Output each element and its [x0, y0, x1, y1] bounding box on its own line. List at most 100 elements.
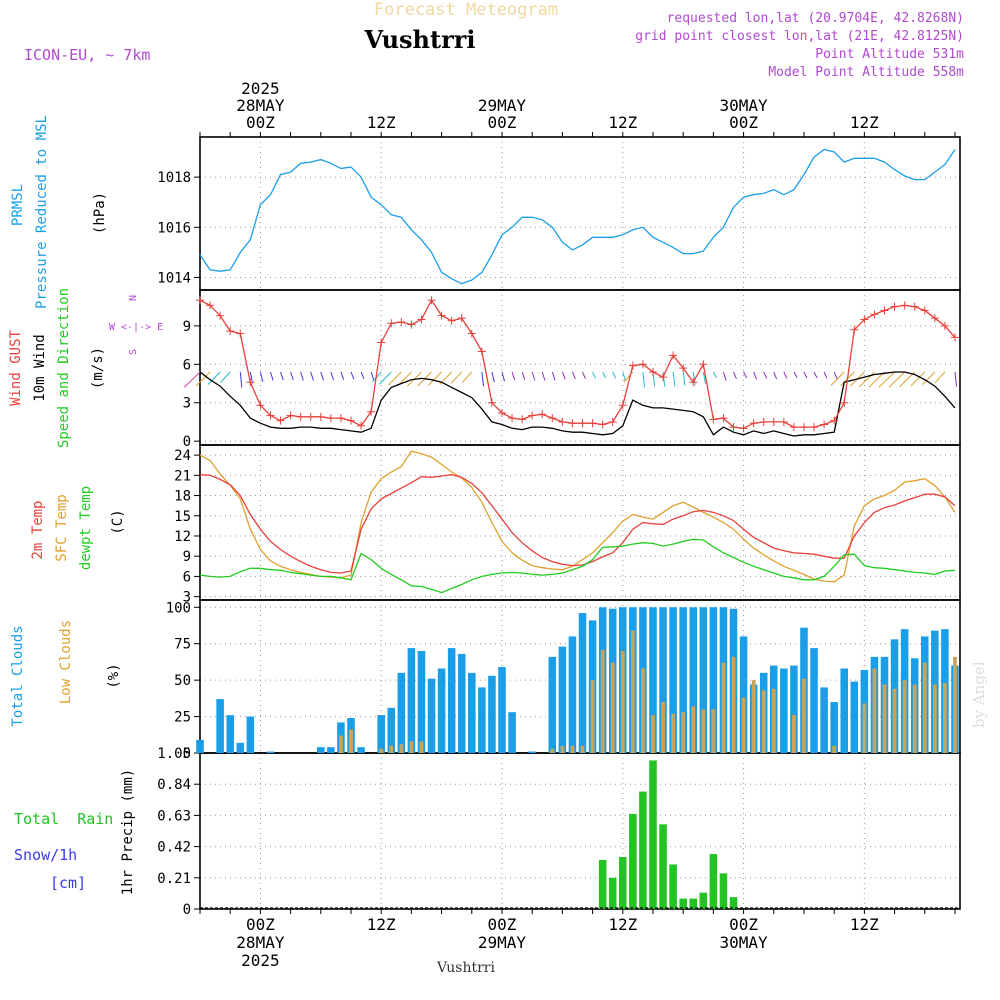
- low-clouds-bar: [731, 656, 736, 753]
- gust-marker: [699, 360, 708, 369]
- footer-location: Vushtrri: [436, 960, 495, 976]
- gust-marker: [266, 411, 275, 420]
- gust-marker: [799, 423, 808, 432]
- gust-marker: [367, 407, 376, 416]
- x-tick-label-top: 28MAY: [236, 96, 285, 115]
- y-tick-label: 0.63: [157, 808, 191, 824]
- wind-direction-arrow: [922, 371, 936, 385]
- gust-marker: [206, 301, 215, 310]
- low-clouds-bar: [379, 748, 384, 753]
- gust-marker: [890, 302, 899, 311]
- x-tick-label-top: 29MAY: [478, 96, 527, 115]
- y-tick-label: 0: [183, 434, 191, 450]
- gust-marker: [276, 416, 285, 425]
- y-tick-label: 15: [174, 509, 191, 525]
- total-clouds-bar: [216, 699, 224, 753]
- total-clouds-bar: [457, 653, 466, 753]
- x-tick-label-top: 30MAY: [719, 96, 768, 115]
- rain-bar: [709, 854, 718, 909]
- wind-direction-arrow: [888, 371, 905, 388]
- total-clouds-bar: [790, 665, 798, 753]
- rain-bar: [719, 873, 728, 909]
- gust-marker: [437, 311, 446, 320]
- precip-label-rain: Total Rain: [14, 810, 113, 828]
- wind-direction-arrow: [239, 371, 243, 388]
- gust-marker: [196, 296, 204, 305]
- wind-direction-arrow: [813, 371, 818, 379]
- total-clouds-bar: [488, 675, 496, 753]
- gust-marker: [346, 416, 355, 425]
- wind-direction-arrow: [388, 371, 402, 386]
- gust-marker: [548, 414, 557, 423]
- gust-marker: [940, 321, 949, 330]
- total-clouds-bar: [649, 607, 657, 753]
- wind-direction-arrow: [461, 371, 473, 383]
- wind-direction-arrow: [954, 371, 958, 387]
- total-clouds-bar: [468, 672, 476, 753]
- y-tick-label: 0: [183, 746, 191, 762]
- y-tick-label: 12: [174, 529, 191, 545]
- gust-marker: [588, 419, 597, 428]
- gust-marker: [689, 378, 698, 387]
- wind-label-direction: Speed and Direction: [56, 288, 72, 448]
- total-clouds-bar: [377, 715, 385, 753]
- y-tick-label: 1.05: [157, 746, 191, 762]
- x-tick-label-bottom: 28MAY: [236, 933, 285, 952]
- gust-marker: [467, 329, 476, 338]
- wind-direction-arrow: [602, 371, 607, 379]
- low-clouds-bar: [882, 684, 887, 753]
- gust-marker: [487, 398, 496, 407]
- point-altitude: Point Altitude 531m: [815, 47, 964, 62]
- gust-marker: [387, 319, 396, 328]
- sfc-temp-line: [199, 450, 956, 583]
- wind-direction-arrow: [571, 371, 576, 380]
- gust-marker: [669, 351, 678, 360]
- low-clouds-bar: [600, 649, 605, 753]
- wind-label-gust: Wind GUST: [8, 330, 24, 406]
- low-clouds-bar: [721, 662, 726, 753]
- total-clouds-bar: [780, 668, 788, 753]
- wind-direction-arrow: [753, 371, 757, 380]
- precip-label-cm: [cm]: [50, 874, 86, 892]
- gust-marker: [316, 412, 325, 421]
- wind-direction-arrow: [592, 371, 597, 379]
- gust-marker: [296, 412, 305, 421]
- total-clouds-bar: [266, 751, 275, 753]
- low-clouds-bar: [560, 745, 565, 753]
- wind-direction-arrow: [428, 371, 442, 386]
- pressure-line: [199, 148, 956, 285]
- x-tick-label-bottom: 00Z: [729, 915, 758, 934]
- x-tick-label-bottom: 00Z: [246, 915, 275, 934]
- x-tick-label-bottom: 12Z: [608, 915, 637, 934]
- low-clouds-bar: [751, 680, 756, 753]
- x-tick-label-top: 00Z: [246, 113, 275, 132]
- meteogram-subtitle: Forecast Meteogram: [374, 0, 558, 20]
- wind-direction-arrow: [722, 371, 727, 381]
- low-clouds-bar: [771, 688, 776, 753]
- model-altitude: Model Point Altitude 558m: [768, 65, 964, 80]
- wind-direction-arrow: [269, 371, 274, 381]
- wind-direction-arrow: [561, 371, 566, 380]
- credit-watermark: by Angel: [970, 661, 988, 728]
- low-clouds-bar: [943, 683, 947, 753]
- pressure-unit: (hPa): [92, 192, 108, 234]
- panel-frame: [199, 289, 961, 446]
- gust-marker: [286, 411, 295, 420]
- gust-marker: [377, 338, 386, 347]
- wind-gust-line: [199, 298, 956, 429]
- precip-unit: 1hr Precip (mm): [120, 769, 136, 895]
- total-clouds-bar: [226, 715, 234, 753]
- gust-marker: [739, 424, 748, 433]
- clouds-unit: (%): [106, 663, 122, 688]
- wind-direction-arrow: [183, 371, 201, 388]
- wind-direction-arrow: [531, 371, 536, 381]
- y-tick-label: 18: [174, 489, 191, 505]
- low-clouds-bar: [711, 709, 716, 753]
- total-clouds-bar: [810, 648, 818, 753]
- total-clouds-bar: [246, 716, 255, 753]
- wind-direction-arrow: [220, 371, 231, 384]
- wind-direction-arrow: [541, 371, 546, 381]
- gust-marker: [920, 306, 929, 315]
- gust-marker: [638, 360, 647, 369]
- rain-bar: [669, 864, 677, 909]
